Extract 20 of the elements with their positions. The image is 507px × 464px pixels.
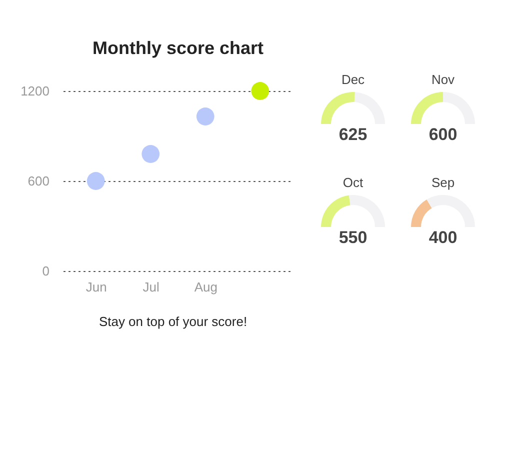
x-tick-label: Aug <box>194 280 218 294</box>
chart-title: Sep <box>431 175 455 190</box>
x-tick-label: Jun <box>86 280 107 294</box>
chart-title: Nov <box>431 72 456 87</box>
text: Stay on top of your score! <box>98 314 248 329</box>
point <box>86 172 105 190</box>
y-tick-label: 0 <box>42 264 50 278</box>
chart-title: Oct <box>342 175 364 190</box>
text: 600 <box>428 125 458 144</box>
chart-title: Monthly score chart <box>92 38 264 58</box>
text: 550 <box>338 228 368 247</box>
point <box>196 108 214 126</box>
x-tick-label: Jul <box>142 280 160 294</box>
point <box>142 145 160 163</box>
text: 400 <box>428 228 458 247</box>
point <box>251 82 270 100</box>
chart-title: Dec <box>341 72 366 87</box>
y-tick-label: 1200 <box>20 84 50 98</box>
text: 625 <box>338 125 368 144</box>
y-tick-label: 600 <box>28 174 50 188</box>
